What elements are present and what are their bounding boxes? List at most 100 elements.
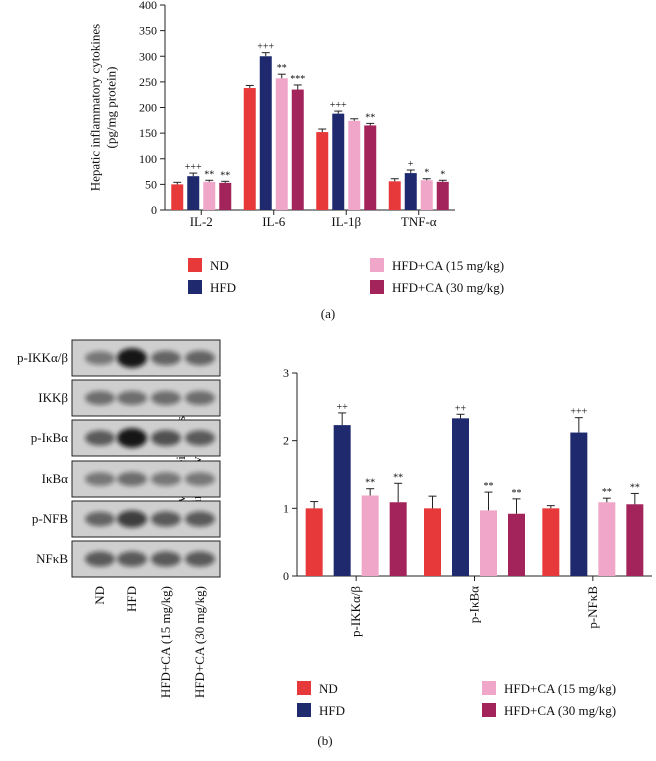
bar bbox=[626, 504, 644, 576]
blot-band bbox=[151, 551, 181, 567]
y-tick-label: 0 bbox=[151, 203, 157, 217]
error-bar bbox=[394, 482, 403, 503]
error-bar bbox=[422, 178, 431, 181]
error-bar bbox=[574, 417, 583, 433]
x-tick-label: IL-2 bbox=[190, 214, 213, 229]
bar bbox=[348, 120, 361, 210]
error-bar bbox=[310, 501, 319, 509]
significance-label: +++ bbox=[257, 42, 274, 53]
error-bar bbox=[205, 179, 214, 182]
significance-label: ** bbox=[365, 478, 375, 489]
legend-swatch bbox=[370, 280, 384, 294]
blot-row-label: IκBα bbox=[42, 471, 69, 486]
error-bar bbox=[406, 169, 415, 174]
y-tick-label: 0 bbox=[283, 569, 289, 583]
blot-lane-label: HFD+CA (15 mg/kg) bbox=[158, 586, 173, 698]
bar bbox=[480, 510, 497, 576]
blot-band bbox=[85, 472, 115, 486]
significance-label: ** bbox=[512, 488, 522, 499]
blot-band bbox=[151, 472, 181, 486]
significance-label: ** bbox=[365, 112, 375, 123]
blot-band bbox=[185, 551, 215, 567]
legend-swatch bbox=[370, 258, 384, 272]
error-bar bbox=[428, 495, 437, 509]
blot-lane-label: HFD bbox=[124, 586, 139, 612]
legend-swatch bbox=[482, 703, 496, 717]
error-bar bbox=[366, 488, 375, 496]
blot-band bbox=[151, 391, 181, 405]
significance-label: * bbox=[424, 168, 429, 179]
legend-label: HFD+CA (30 mg/kg) bbox=[392, 280, 504, 295]
significance-label: ** bbox=[393, 472, 403, 483]
error-bar bbox=[293, 84, 302, 90]
bar bbox=[424, 508, 441, 576]
bar bbox=[171, 184, 184, 210]
y-tick-label: 350 bbox=[139, 24, 157, 38]
bar bbox=[420, 180, 433, 210]
error-bar bbox=[173, 181, 182, 185]
error-bar bbox=[484, 491, 493, 511]
x-tick-label: IL-6 bbox=[262, 214, 286, 229]
blot-band bbox=[151, 511, 181, 527]
x-tick-label: p-IKKα/β bbox=[348, 586, 363, 637]
error-bar bbox=[512, 498, 521, 514]
y-tick-label: 1 bbox=[283, 501, 289, 515]
blot-band bbox=[85, 511, 115, 527]
blot-row-label: IKKβ bbox=[38, 390, 68, 405]
y-tick-label: 250 bbox=[139, 75, 157, 89]
significance-label: + bbox=[408, 159, 414, 170]
bar bbox=[542, 508, 560, 576]
y-tick-label: 50 bbox=[145, 177, 157, 191]
legend-swatch bbox=[297, 681, 311, 695]
significance-label: +++ bbox=[185, 162, 202, 173]
bar bbox=[291, 89, 304, 210]
blot-band bbox=[185, 430, 215, 446]
bar bbox=[570, 432, 588, 576]
blot-band bbox=[117, 551, 147, 567]
blot-row-label: p-NFB bbox=[32, 511, 68, 526]
blot-band bbox=[185, 511, 215, 527]
legend-label: HFD+CA (15 mg/kg) bbox=[392, 258, 504, 273]
legend-label: HFD bbox=[319, 703, 345, 718]
bar bbox=[203, 181, 216, 210]
bar bbox=[219, 182, 232, 210]
blot-band bbox=[151, 350, 181, 366]
legend-label: HFD+CA (15 mg/kg) bbox=[504, 681, 616, 696]
significance-label: ** bbox=[484, 481, 494, 492]
error-bar bbox=[602, 497, 611, 503]
x-tick-label: TNF-α bbox=[401, 214, 437, 229]
blot-band bbox=[117, 348, 147, 368]
blot-band bbox=[117, 472, 147, 486]
bar bbox=[316, 132, 329, 210]
y-axis-label: Hepatic inflammatory cytokines bbox=[88, 24, 103, 192]
error-bar bbox=[334, 110, 343, 114]
bar bbox=[332, 113, 345, 210]
y-tick-label: 100 bbox=[139, 152, 157, 166]
bar bbox=[404, 173, 417, 210]
blot-lane-label: ND bbox=[92, 586, 107, 605]
significance-label: ** bbox=[630, 482, 640, 493]
significance-label: * bbox=[440, 169, 445, 180]
error-bar bbox=[350, 118, 359, 121]
x-tick-label: p-NFκB bbox=[585, 586, 600, 629]
significance-label: ++ bbox=[337, 402, 349, 413]
bar bbox=[361, 495, 379, 576]
legend-swatch bbox=[188, 258, 202, 272]
y-tick-label: 400 bbox=[139, 0, 157, 12]
blot-lane-label: HFD+CA (30 mg/kg) bbox=[192, 586, 207, 698]
significance-label: ++ bbox=[455, 403, 467, 414]
blot-row-label: NFκB bbox=[36, 551, 68, 566]
blot-band bbox=[185, 350, 215, 366]
bar bbox=[187, 176, 200, 210]
panel-label: (b) bbox=[317, 733, 332, 748]
error-bar bbox=[390, 178, 399, 182]
significance-label: *** bbox=[290, 74, 305, 85]
error-bar bbox=[189, 172, 198, 177]
legend-swatch bbox=[297, 703, 311, 717]
bar bbox=[388, 181, 401, 210]
legend-label: ND bbox=[319, 681, 338, 696]
bar bbox=[333, 425, 351, 576]
bar bbox=[305, 508, 323, 576]
blot-band bbox=[185, 472, 215, 486]
